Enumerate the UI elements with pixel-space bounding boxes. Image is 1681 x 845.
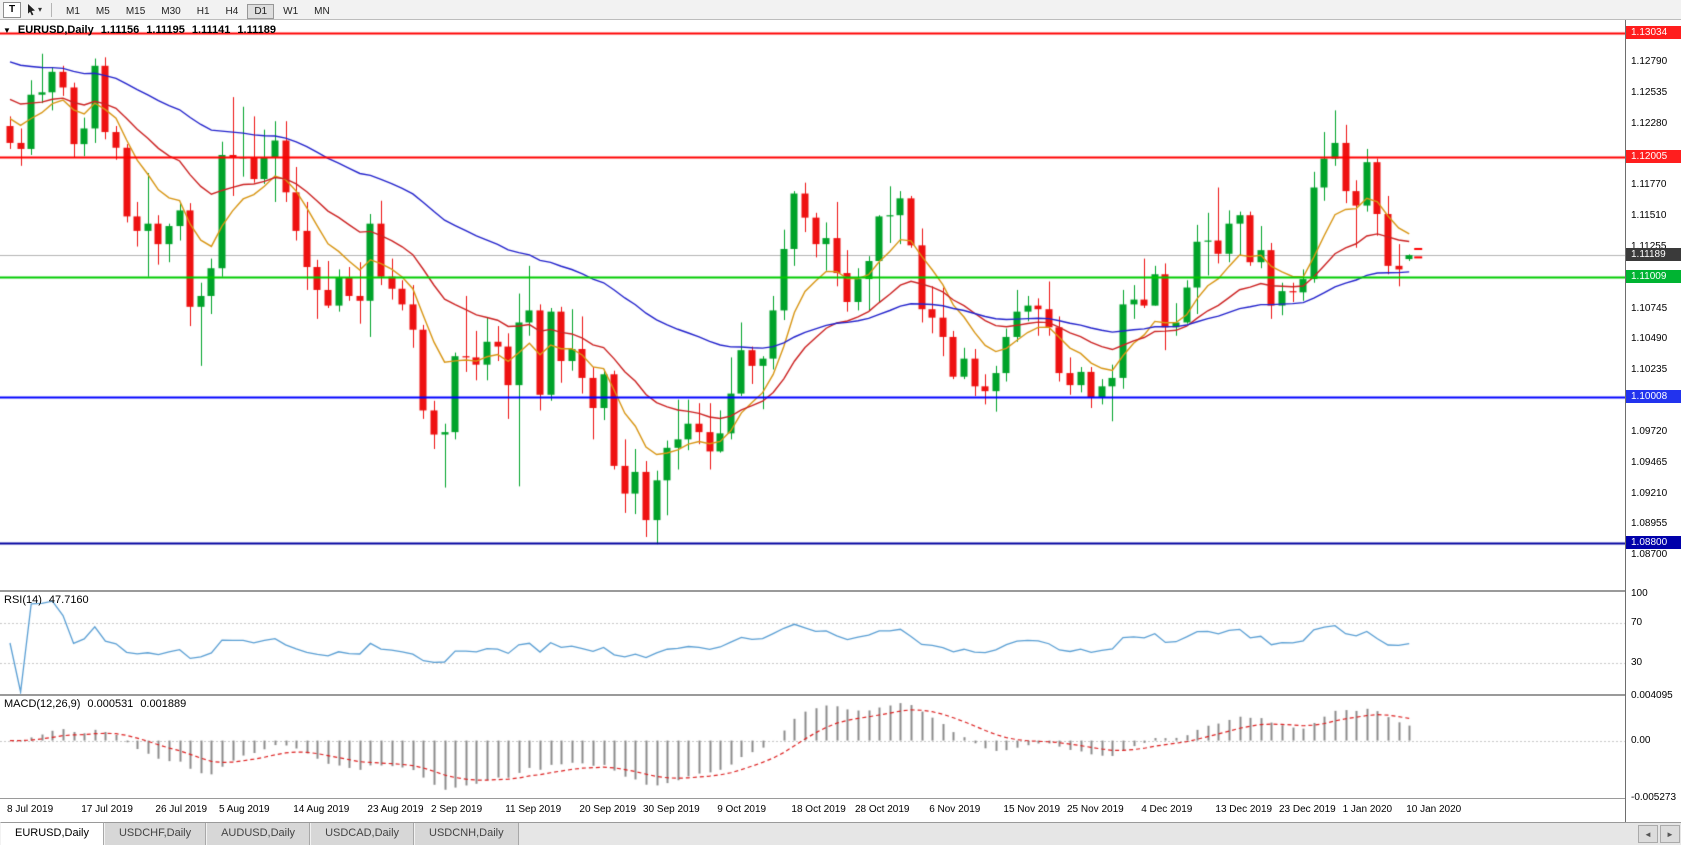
timeframe-button-mn[interactable]: MN bbox=[307, 4, 337, 19]
toolbar-separator bbox=[51, 2, 53, 17]
rsi-indicator-panel: RSI(14) 47.7160 bbox=[0, 592, 1625, 694]
timeframe-button-m5[interactable]: M5 bbox=[89, 4, 117, 19]
chart-tab-eurusd[interactable]: EURUSD,Daily bbox=[0, 822, 104, 845]
macd-tick-label: -0.005273 bbox=[1631, 792, 1677, 803]
price-tick-label: 1.11770 bbox=[1631, 179, 1667, 191]
chevron-down-icon: ▾ bbox=[38, 5, 43, 14]
tabs-scroll-right-button[interactable]: ► bbox=[1660, 825, 1680, 843]
price-badge: 1.12005 bbox=[1626, 149, 1681, 163]
toolbar: T ▾ M1 M5 M15 M30 H1 H4 D1 W1 MN bbox=[0, 0, 1681, 20]
date-label: 25 Nov 2019 bbox=[1067, 804, 1124, 815]
rsi-indicator-value: 47.7160 bbox=[48, 594, 89, 606]
candlestick-chart-canvas[interactable] bbox=[0, 20, 1625, 590]
time-axis[interactable]: 8 Jul 2019 17 Jul 2019 26 Jul 2019 5 Aug 20… bbox=[0, 798, 1625, 822]
chart-title: ▼ EURUSD,Daily 1.11156 1.11195 1.11141 1… bbox=[3, 24, 276, 36]
price-tick-label: 1.10490 bbox=[1631, 333, 1668, 345]
timeframe-button-d1[interactable]: D1 bbox=[247, 3, 275, 19]
chart-symbol-label: EURUSD,Daily bbox=[17, 24, 94, 36]
price-tick-label: 1.08955 bbox=[1631, 518, 1668, 530]
date-label: 23 Aug 2019 bbox=[367, 804, 424, 815]
tab-bar: EURUSD,Daily USDCHF,Daily AUDUSD,Daily USDC… bbox=[0, 822, 1681, 845]
date-label: 18 Oct 2019 bbox=[791, 804, 846, 815]
ohlc-low-value: 1.11141 bbox=[191, 24, 231, 36]
date-label: 17 Jul 2019 bbox=[81, 804, 133, 815]
macd-main-value: 0.000531 bbox=[87, 698, 134, 710]
date-label: 4 Dec 2019 bbox=[1141, 804, 1193, 815]
price-badge: 1.11189 bbox=[1626, 248, 1681, 262]
price-tick-label: 1.08700 bbox=[1631, 549, 1668, 561]
date-label: 30 Sep 2019 bbox=[643, 804, 700, 815]
tabs-scroll-left-button[interactable]: ◄ bbox=[1638, 825, 1658, 843]
date-label: 13 Dec 2019 bbox=[1215, 804, 1273, 815]
timeframe-group: M1 M5 M15 M30 H1 H4 D1 W1 MN bbox=[58, 1, 338, 19]
timeframe-button-h1[interactable]: H1 bbox=[190, 4, 217, 19]
price-badge: 1.08800 bbox=[1626, 536, 1681, 549]
price-tick-label: 1.11255 bbox=[1631, 241, 1667, 253]
price-badge: 1.13034 bbox=[1626, 25, 1681, 39]
date-label: 11 Sep 2019 bbox=[505, 804, 562, 815]
date-label: 9 Oct 2019 bbox=[717, 804, 767, 815]
date-label: 5 Aug 2019 bbox=[219, 804, 270, 815]
macd-indicator-name: MACD(12,26,9) bbox=[4, 698, 81, 710]
cursor-tool-button[interactable]: ▾ bbox=[23, 2, 45, 18]
macd-tick-label: 0.00 bbox=[1631, 734, 1651, 746]
price-tick-label: 1.12535 bbox=[1631, 86, 1668, 98]
price-tick-label: 1.09720 bbox=[1631, 426, 1668, 438]
collapse-arrow-icon[interactable]: ▼ bbox=[3, 25, 11, 35]
price-badge: 1.10008 bbox=[1626, 390, 1681, 404]
macd-signal-value: 0.001889 bbox=[140, 698, 187, 710]
chart-tab-audusd[interactable]: AUDUSD,Daily bbox=[206, 823, 311, 845]
price-tick-label: 1.12280 bbox=[1631, 117, 1668, 129]
date-label: 26 Jul 2019 bbox=[155, 804, 208, 815]
price-axis[interactable]: 1.12790 1.12535 1.12280 1.11770 1.11510 1.112… bbox=[1625, 20, 1681, 822]
date-label: 14 Aug 2019 bbox=[293, 804, 350, 815]
price-tick-label: 1.09465 bbox=[1631, 456, 1668, 468]
price-badge: 1.11009 bbox=[1626, 269, 1681, 283]
chart-window: ▼ EURUSD,Daily 1.11156 1.11195 1.11141 1… bbox=[0, 20, 1681, 822]
macd-tick-label: 0.004095 bbox=[1631, 690, 1673, 701]
chart-tab-usdchf[interactable]: USDCHF,Daily bbox=[103, 823, 207, 845]
price-tick-label: 1.12790 bbox=[1631, 56, 1668, 68]
macd-indicator-panel: MACD(12,26,9) 0.000531 0.001889 bbox=[0, 696, 1625, 798]
price-tick-label: 1.09210 bbox=[1631, 487, 1668, 499]
date-label: 1 Jan 2020 bbox=[1342, 804, 1393, 815]
main-chart-panel: ▼ EURUSD,Daily 1.11156 1.11195 1.11141 1… bbox=[0, 20, 1625, 590]
macd-label: MACD(12,26,9) 0.000531 0.001889 bbox=[4, 698, 186, 710]
chart-tab-usdcad[interactable]: USDCAD,Daily bbox=[310, 823, 415, 845]
chart-plots: ▼ EURUSD,Daily 1.11156 1.11195 1.11141 1… bbox=[0, 20, 1625, 822]
cursor-icon bbox=[28, 4, 35, 16]
timeframe-button-m15[interactable]: M15 bbox=[119, 4, 152, 19]
price-tick-label: 1.10235 bbox=[1631, 364, 1668, 376]
ohlc-high-value: 1.11195 bbox=[146, 24, 185, 36]
chart-tool-button[interactable]: T bbox=[3, 1, 21, 18]
date-label: 28 Oct 2019 bbox=[855, 804, 910, 815]
ohlc-close-value: 1.11189 bbox=[237, 24, 276, 36]
date-label: 20 Sep 2019 bbox=[579, 804, 637, 815]
rsi-label: RSI(14) 47.7160 bbox=[4, 594, 89, 606]
price-tick-label: 1.10745 bbox=[1631, 302, 1668, 314]
date-label: 8 Jul 2019 bbox=[7, 804, 54, 815]
date-label: 6 Nov 2019 bbox=[929, 804, 981, 815]
timeframe-button-m1[interactable]: M1 bbox=[59, 4, 87, 19]
timeframe-button-w1[interactable]: W1 bbox=[276, 4, 305, 19]
date-label: 23 Dec 2019 bbox=[1279, 804, 1336, 815]
timeframe-button-h4[interactable]: H4 bbox=[219, 4, 246, 19]
rsi-tick-label: 100 bbox=[1631, 588, 1648, 599]
price-tick-label: 1.11510 bbox=[1631, 210, 1667, 222]
date-label: 10 Jan 2020 bbox=[1406, 804, 1462, 815]
date-label: 2 Sep 2019 bbox=[431, 804, 483, 815]
panel-resize-handle[interactable] bbox=[0, 590, 1625, 592]
panel-resize-handle[interactable] bbox=[0, 694, 1625, 696]
rsi-tick-label: 30 bbox=[1631, 656, 1643, 668]
chart-tab-usdcnh[interactable]: USDCNH,Daily bbox=[414, 823, 519, 845]
rsi-chart-canvas[interactable] bbox=[0, 592, 1625, 694]
tab-bar-spacer bbox=[519, 823, 1637, 845]
rsi-tick-label: 70 bbox=[1631, 617, 1643, 629]
ohlc-open-value: 1.11156 bbox=[100, 24, 140, 36]
chart-tabs: EURUSD,Daily USDCHF,Daily AUDUSD,Daily USDC… bbox=[0, 822, 519, 845]
macd-chart-canvas[interactable] bbox=[0, 696, 1625, 798]
date-label: 15 Nov 2019 bbox=[1003, 804, 1061, 815]
timeframe-button-m30[interactable]: M30 bbox=[154, 4, 187, 19]
rsi-indicator-name: RSI(14) bbox=[4, 594, 42, 606]
